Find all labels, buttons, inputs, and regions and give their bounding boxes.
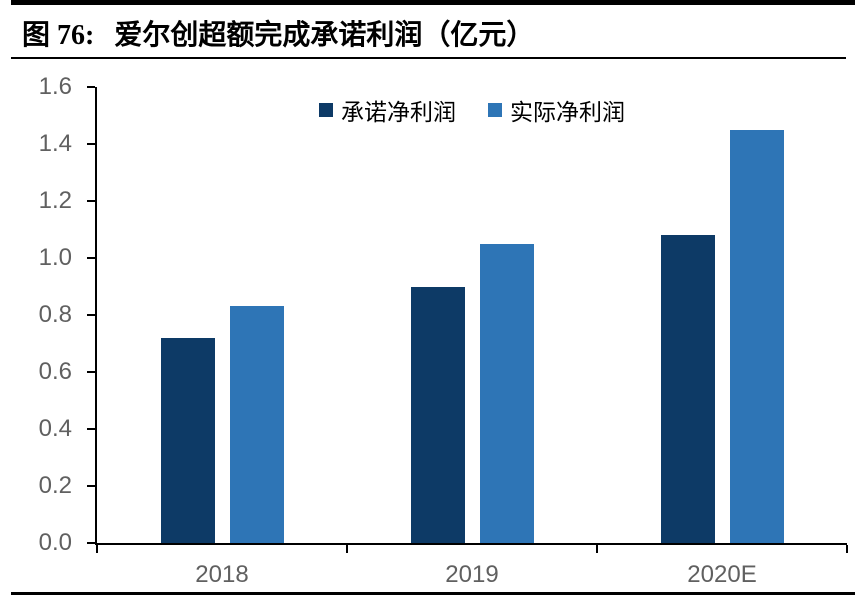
y-tick-mark (87, 143, 95, 145)
category-group-2020E: 2020E (597, 87, 847, 588)
y-tick-mark (87, 86, 95, 88)
figure-title: 爱尔创超额完成承诺利润（亿元） (114, 20, 535, 51)
y-tick-label: 1.4 (38, 130, 72, 157)
y-tick-mark (87, 428, 95, 430)
bar-实际净利润-2018 (229, 306, 284, 543)
figure-header: 图 76: 爱尔创超额完成承诺利润（亿元） (22, 13, 840, 53)
y-tick-label: 0.8 (38, 301, 72, 328)
legend-item-实际净利润: 实际净利润 (488, 93, 625, 127)
legend-label: 实际净利润 (510, 100, 625, 125)
y-tick-mark (87, 542, 95, 544)
y-tick-label: 0.2 (38, 472, 72, 499)
y-tick-label: 1.6 (38, 73, 72, 100)
x-tick-label: 2018 (195, 561, 249, 588)
y-tick-label: 1.0 (38, 244, 72, 271)
x-tick-label: 2020E (687, 561, 757, 588)
y-tick-mark (87, 257, 95, 259)
category-group-2019: 2019 (347, 87, 597, 588)
bar-实际净利润-2019 (479, 243, 534, 543)
figure-label: 图 76: (22, 20, 95, 51)
y-tick-label: 1.2 (38, 187, 72, 214)
top-rule (11, 0, 855, 5)
x-tick-label: 2019 (445, 561, 499, 588)
plot-area: 承诺净利润 实际净利润 2018 2019 2020E (87, 86, 848, 588)
category-group-2018: 2018 (97, 87, 347, 588)
legend-swatch (488, 103, 502, 117)
legend: 承诺净利润 实际净利润 (319, 93, 625, 127)
bar-承诺净利润-2018 (160, 337, 215, 543)
y-axis-labels: 1.6 1.4 1.2 1.0 0.8 0.6 0.4 0.2 0.0 (0, 73, 72, 556)
header-rule (11, 57, 846, 59)
x-tick-mark (96, 545, 98, 553)
x-tick-mark (346, 545, 348, 553)
y-tick-mark (87, 485, 95, 487)
x-tick-mark (846, 545, 848, 553)
legend-item-承诺净利润: 承诺净利润 (319, 93, 456, 127)
x-tick-mark (596, 545, 598, 553)
y-tick-mark (87, 314, 95, 316)
y-tick-label: 0.4 (38, 415, 72, 442)
bottom-rule (11, 592, 855, 595)
legend-label: 承诺净利润 (341, 100, 456, 125)
y-tick-label: 0.0 (38, 529, 72, 556)
y-tick-mark (87, 371, 95, 373)
bar-承诺净利润-2019 (410, 286, 465, 543)
y-tick-label: 0.6 (38, 358, 72, 385)
bar-承诺净利润-2020E (660, 235, 715, 543)
y-tick-mark (87, 200, 95, 202)
bar-实际净利润-2020E (729, 129, 784, 543)
legend-swatch (319, 103, 333, 117)
